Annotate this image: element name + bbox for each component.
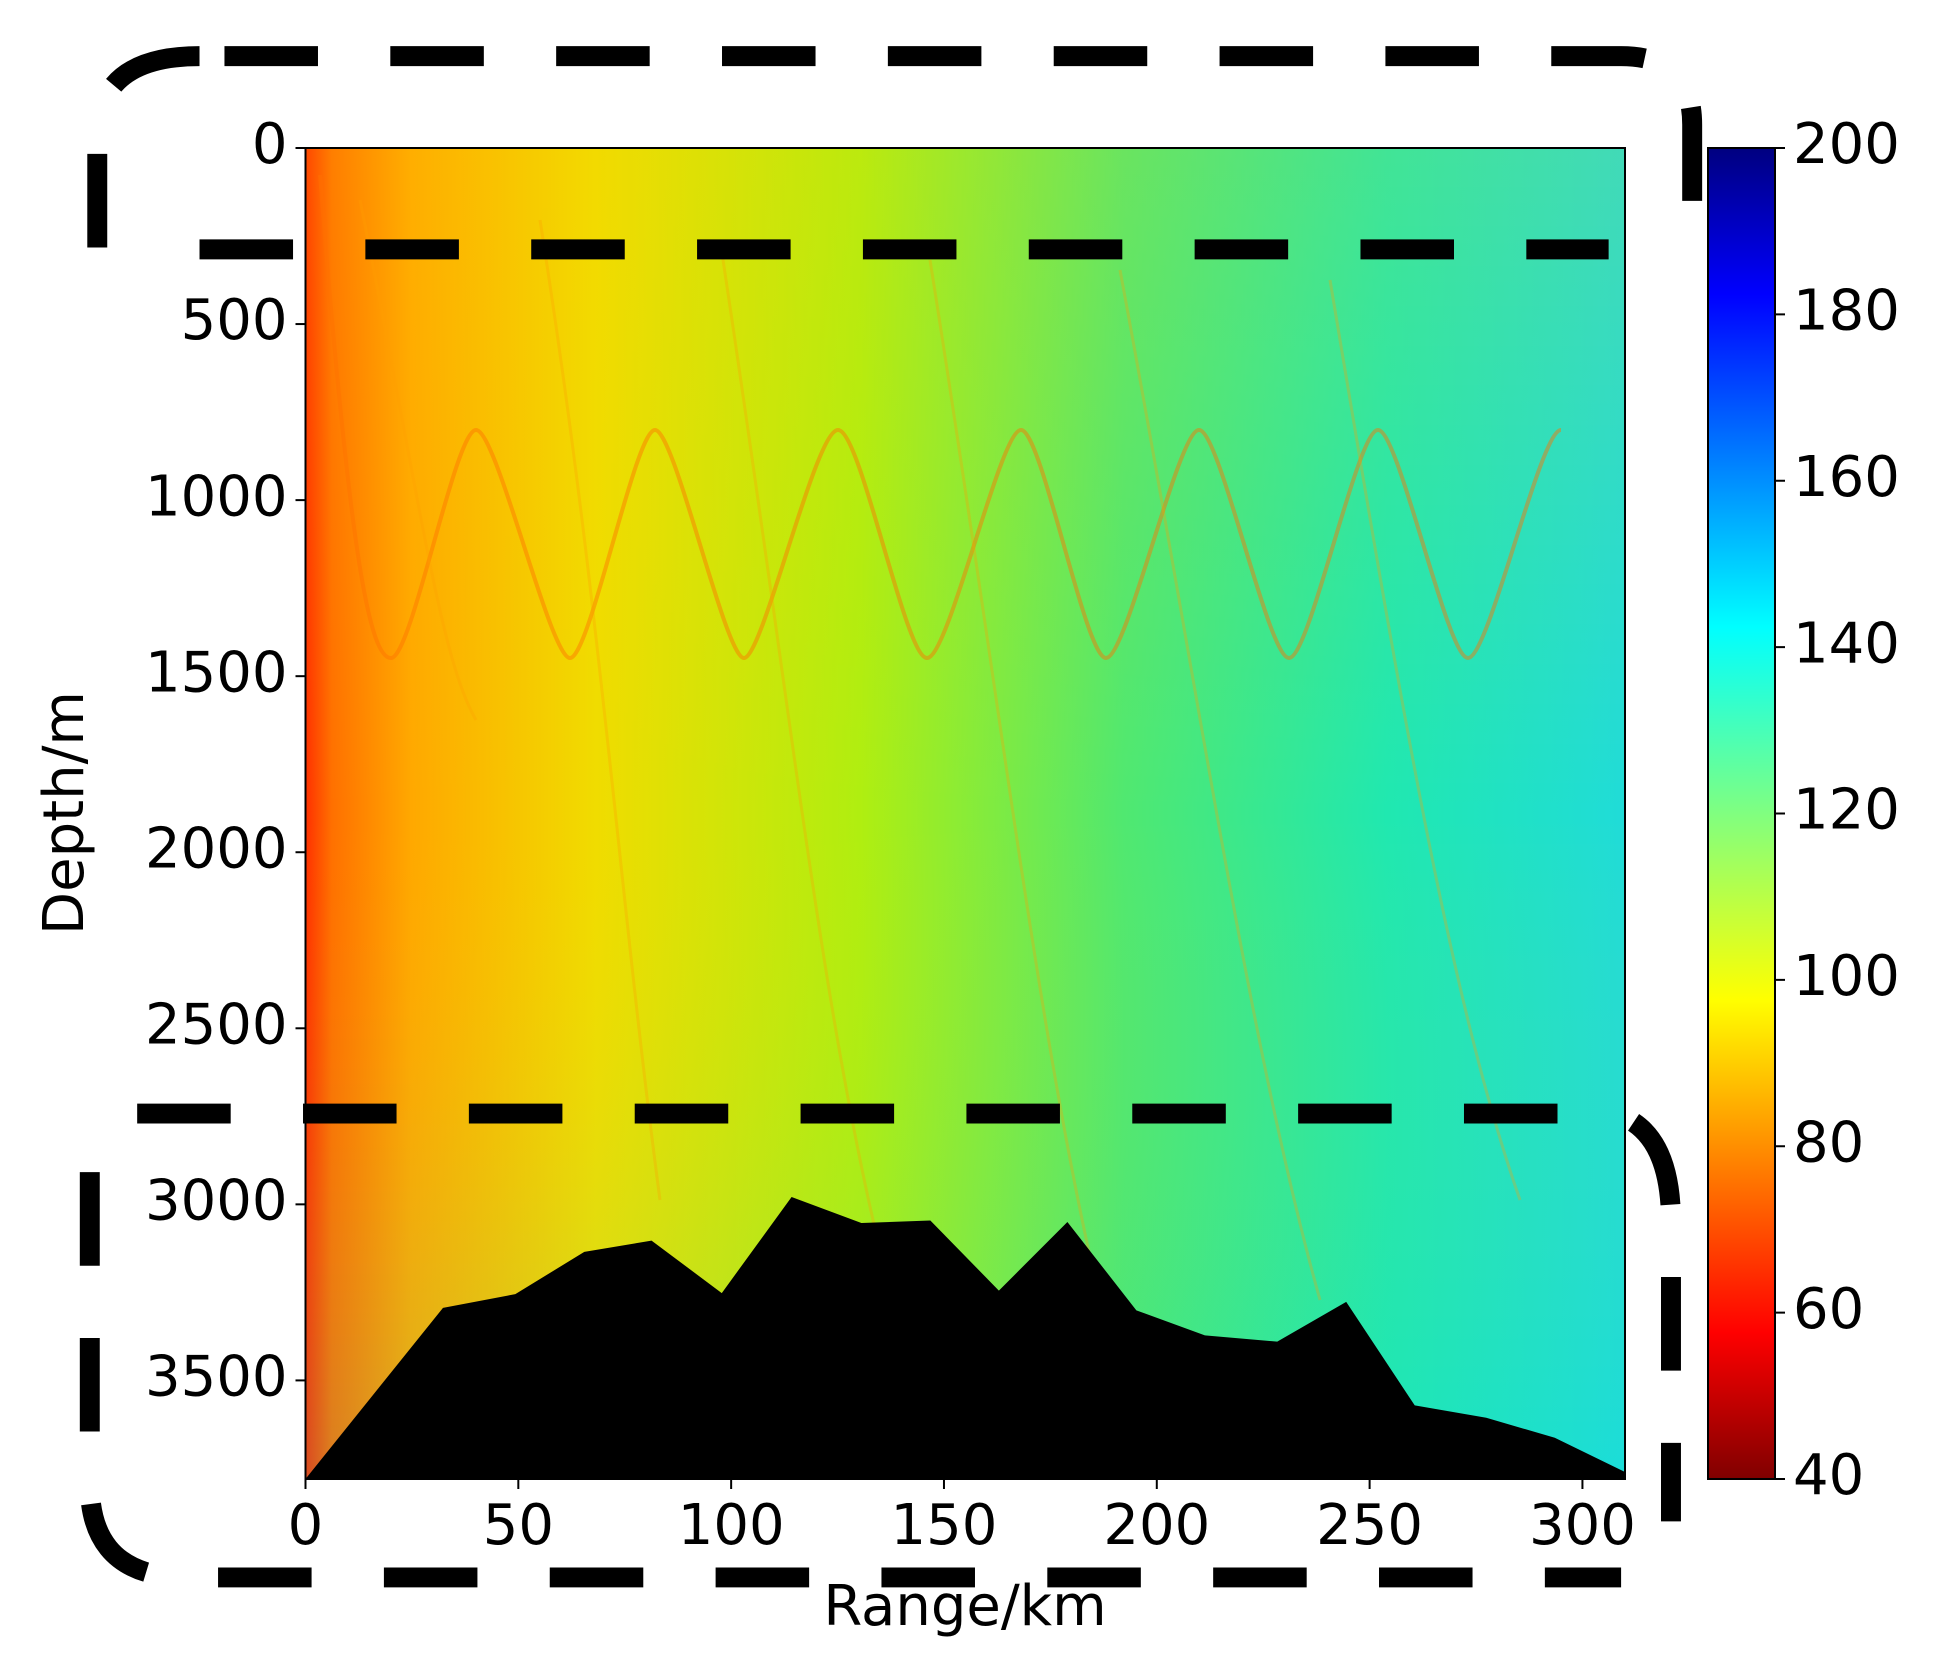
colorbar-tick-label: 160 bbox=[1793, 445, 1900, 510]
colorbar-tick-label: 40 bbox=[1793, 1443, 1864, 1508]
ray-traces bbox=[358, 199, 1522, 1301]
y-tick-label: 500 bbox=[181, 288, 288, 353]
top-box-left bbox=[87, 46, 200, 250]
interference-pattern bbox=[318, 174, 1562, 661]
seabed bbox=[305, 1196, 1625, 1479]
colorbar bbox=[1707, 147, 1776, 1480]
x-tick-label: 50 bbox=[483, 1493, 554, 1558]
plot-area bbox=[304, 147, 1626, 1480]
y-tick-label: 1000 bbox=[145, 464, 288, 529]
colorbar-tick-label: 200 bbox=[1793, 112, 1900, 177]
annotation-boxes bbox=[79, 46, 1703, 1588]
bottom-box-right bbox=[1627, 1114, 1681, 1522]
y-tick-label: 2500 bbox=[145, 992, 288, 1057]
x-tick-label: 150 bbox=[891, 1493, 998, 1558]
plot-frame bbox=[304, 147, 1626, 1480]
x-tick-label: 100 bbox=[678, 1493, 785, 1558]
y-tick-label: 3500 bbox=[145, 1345, 288, 1410]
y-tick-label: 0 bbox=[252, 112, 288, 177]
colorbar-tick-label: 140 bbox=[1793, 611, 1900, 676]
x-tick-label: 300 bbox=[1529, 1493, 1636, 1558]
x-tick-label: 0 bbox=[288, 1493, 324, 1558]
y-tick-label: 2000 bbox=[145, 816, 288, 881]
colorbar-tick-label: 60 bbox=[1793, 1277, 1864, 1342]
colorbar-tick-label: 180 bbox=[1793, 279, 1900, 344]
y-tick-label: 3000 bbox=[145, 1168, 288, 1233]
colorbar-tick-label: 80 bbox=[1793, 1110, 1864, 1175]
x-tick-label: 200 bbox=[1103, 1493, 1210, 1558]
colorbar-tick-label: 120 bbox=[1793, 778, 1900, 843]
top-box-upper bbox=[224, 46, 1703, 244]
bottom-box-left bbox=[79, 1172, 1622, 1588]
y-axis-label: Depth/m bbox=[32, 691, 97, 935]
x-tick-label: 250 bbox=[1316, 1493, 1423, 1558]
colorbar-tick-label: 100 bbox=[1793, 944, 1900, 1009]
y-tick-label: 1500 bbox=[145, 640, 288, 705]
